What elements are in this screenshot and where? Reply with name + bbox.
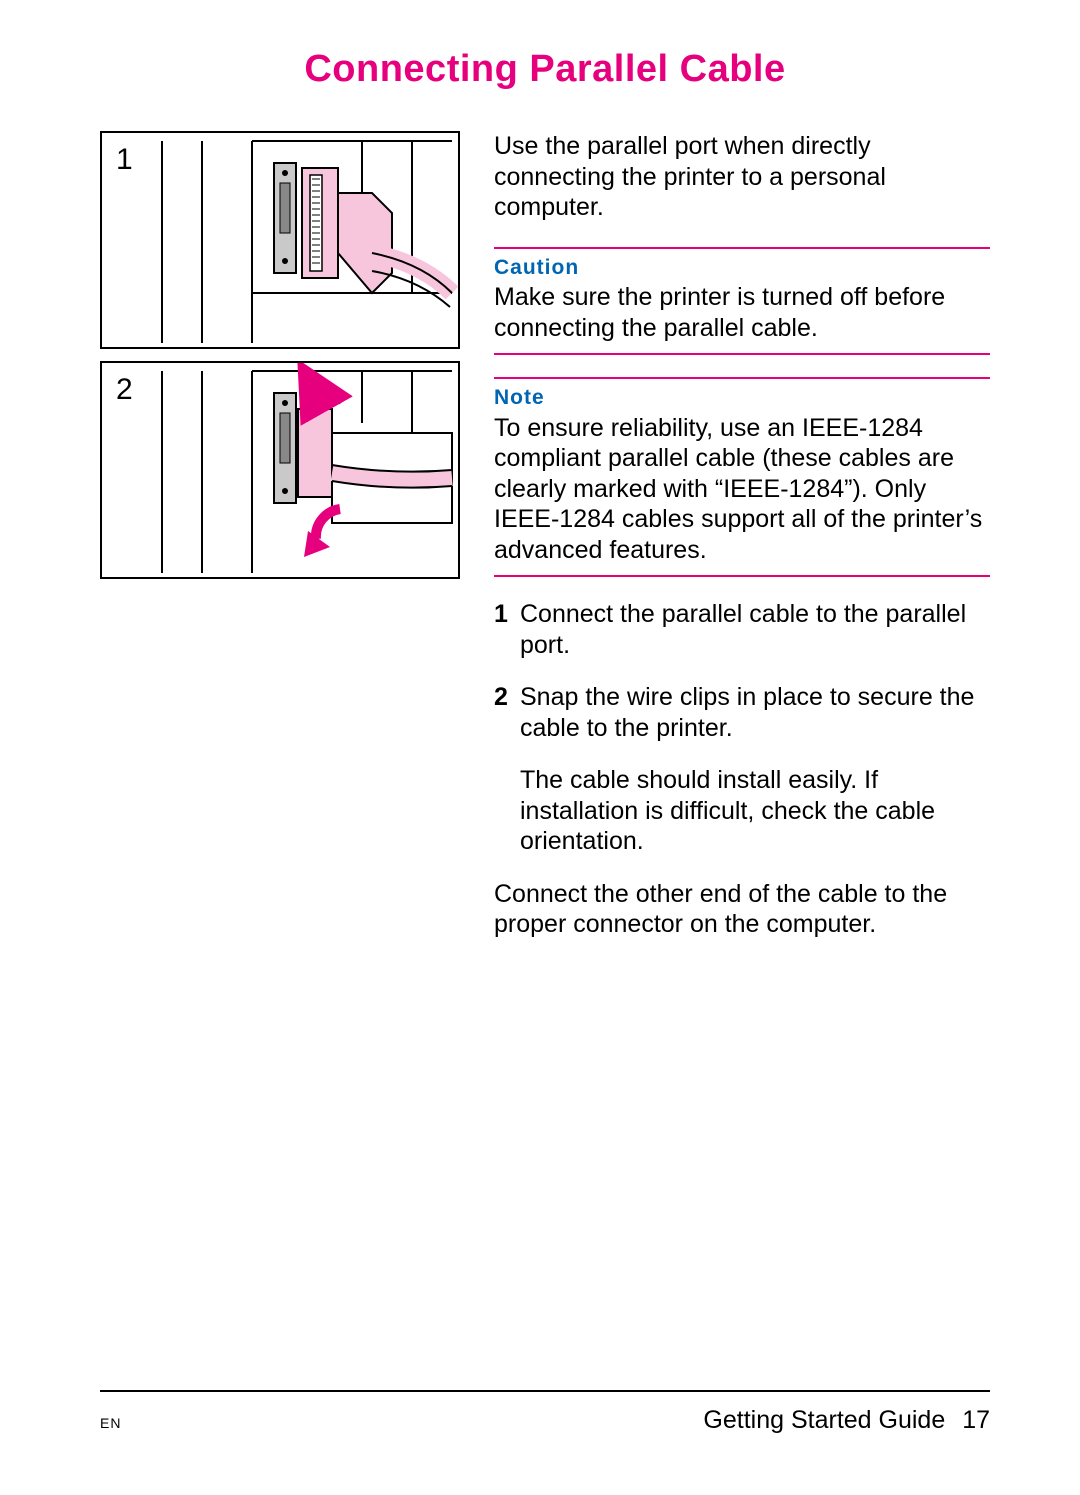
- figure-2: 2: [100, 361, 460, 579]
- content-columns: 1: [100, 131, 990, 940]
- footer-guide-label: Getting Started Guide: [703, 1406, 945, 1434]
- closing-text: Connect the other end of the cable to th…: [494, 879, 990, 940]
- caution-label: Caution: [494, 255, 990, 281]
- steps-list: 1 Connect the parallel cable to the para…: [494, 599, 990, 857]
- footer-right: Getting Started Guide 17: [703, 1406, 990, 1435]
- step-1-number: 1: [494, 599, 508, 630]
- step-2: 2 Snap the wire clips in place to secure…: [520, 682, 990, 857]
- page-footer: EN Getting Started Guide 17: [100, 1390, 990, 1435]
- figure-2-illustration: [102, 363, 462, 581]
- text-column: Use the parallel port when directly conn…: [494, 131, 990, 940]
- caution-callout: Caution Make sure the printer is turned …: [494, 247, 990, 356]
- figure-1-illustration: [102, 133, 462, 351]
- intro-text: Use the parallel port when directly conn…: [494, 131, 990, 223]
- note-label: Note: [494, 385, 990, 411]
- step-2-text: Snap the wire clips in place to secure t…: [520, 683, 974, 742]
- caution-text: Make sure the printer is turned off befo…: [494, 282, 990, 343]
- figure-1: 1: [100, 131, 460, 349]
- step-2-number: 2: [494, 682, 508, 713]
- figures-column: 1: [100, 131, 460, 940]
- step-1-text: Connect the parallel cable to the parall…: [520, 600, 966, 659]
- step-2-extra: The cable should install easily. If inst…: [520, 765, 990, 857]
- page-title: Connecting Parallel Cable: [100, 48, 990, 91]
- footer-page-number: 17: [962, 1406, 990, 1434]
- footer-lang: EN: [100, 1415, 121, 1431]
- note-callout: Note To ensure reliability, use an IEEE-…: [494, 377, 990, 577]
- step-1: 1 Connect the parallel cable to the para…: [520, 599, 990, 660]
- note-text: To ensure reliability, use an IEEE-1284 …: [494, 413, 990, 566]
